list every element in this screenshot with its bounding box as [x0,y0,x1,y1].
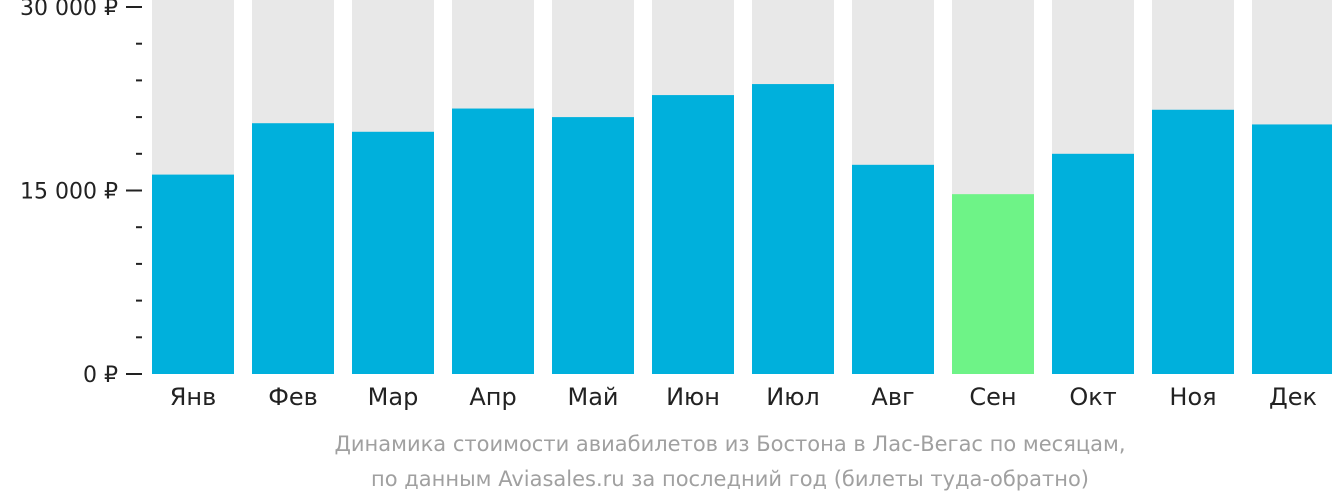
bar-Ноя [1152,109,1234,374]
y-axis: 0 ₽ 15 000 ₽ 30 000 ₽ [20,0,142,388]
chart-caption-line-2: по данным Aviasales.ru за последний год … [371,467,1089,491]
bar-Апр [452,108,534,374]
x-axis-labels: Янв Фев Мар Апр Май Июн Июл Авг Сен Окт Ноя Дек [170,383,1317,411]
y-tick-label: 0 ₽ [83,363,118,388]
x-tick-label: Мар [368,383,419,411]
x-tick-label: Фев [268,383,318,411]
x-tick-label: Сен [969,383,1016,411]
x-tick-label: Окт [1069,383,1116,411]
bar-Фев [252,123,334,374]
bar-Янв [152,174,234,374]
y-tick-label: 30 000 ₽ [20,0,118,21]
bar-Дек [1252,124,1332,374]
price-bar-chart: 0 ₽ 15 000 ₽ 30 000 ₽ Янв Фев Мар Апр Май Июн Ию… [20,0,1332,411]
bar-Июн [652,95,734,374]
x-tick-label: Ноя [1169,383,1216,411]
x-tick-label: Авг [871,383,914,411]
x-tick-label: Дек [1269,383,1317,411]
bars-group [152,0,1332,374]
bar-Авг [852,164,934,374]
x-tick-label: Апр [469,383,516,411]
bar-Июл [752,84,834,374]
bar-Сен [952,194,1034,374]
chart-caption-line-1: Динамика стоимости авиабилетов из Бостон… [334,432,1126,456]
bar-Окт [1052,153,1134,374]
x-tick-label: Июн [666,383,720,411]
x-tick-label: Янв [170,383,217,411]
bar-Мар [352,131,434,374]
x-tick-label: Май [567,383,618,411]
y-tick-label: 15 000 ₽ [20,180,118,205]
x-tick-label: Июл [766,383,820,411]
bar-Май [552,117,634,374]
